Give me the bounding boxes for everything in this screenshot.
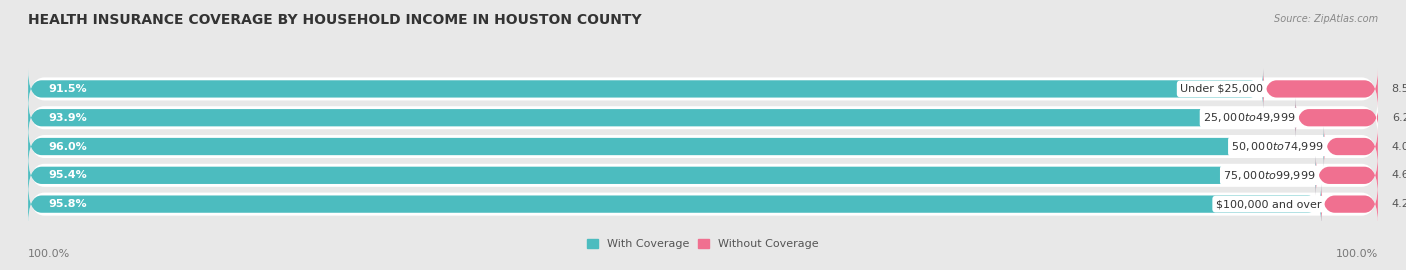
Text: 4.0%: 4.0% (1392, 141, 1406, 151)
FancyBboxPatch shape (1322, 184, 1378, 224)
FancyBboxPatch shape (28, 66, 1378, 112)
Text: Under $25,000: Under $25,000 (1180, 84, 1263, 94)
FancyBboxPatch shape (28, 184, 1322, 224)
FancyBboxPatch shape (28, 155, 1316, 195)
Legend: With Coverage, Without Coverage: With Coverage, Without Coverage (582, 235, 824, 254)
Text: 6.2%: 6.2% (1393, 113, 1406, 123)
Text: $75,000 to $99,999: $75,000 to $99,999 (1223, 169, 1316, 182)
FancyBboxPatch shape (28, 69, 1263, 109)
Text: $25,000 to $49,999: $25,000 to $49,999 (1204, 111, 1295, 124)
Text: 100.0%: 100.0% (28, 249, 70, 259)
Text: 95.4%: 95.4% (48, 170, 87, 180)
FancyBboxPatch shape (28, 152, 1378, 198)
FancyBboxPatch shape (1295, 97, 1379, 138)
FancyBboxPatch shape (1263, 69, 1378, 109)
Text: Source: ZipAtlas.com: Source: ZipAtlas.com (1274, 14, 1378, 23)
FancyBboxPatch shape (1316, 155, 1378, 195)
Text: 91.5%: 91.5% (48, 84, 87, 94)
Text: 100.0%: 100.0% (1336, 249, 1378, 259)
FancyBboxPatch shape (28, 126, 1324, 167)
Text: 4.6%: 4.6% (1392, 170, 1406, 180)
Text: HEALTH INSURANCE COVERAGE BY HOUSEHOLD INCOME IN HOUSTON COUNTY: HEALTH INSURANCE COVERAGE BY HOUSEHOLD I… (28, 14, 641, 28)
FancyBboxPatch shape (28, 123, 1378, 170)
Text: $50,000 to $74,999: $50,000 to $74,999 (1232, 140, 1324, 153)
Text: 96.0%: 96.0% (48, 141, 87, 151)
Text: 4.2%: 4.2% (1392, 199, 1406, 209)
Text: $100,000 and over: $100,000 and over (1216, 199, 1322, 209)
Text: 95.8%: 95.8% (48, 199, 87, 209)
Text: 8.5%: 8.5% (1392, 84, 1406, 94)
FancyBboxPatch shape (28, 97, 1295, 138)
Text: 93.9%: 93.9% (48, 113, 87, 123)
FancyBboxPatch shape (28, 181, 1378, 227)
FancyBboxPatch shape (1324, 126, 1378, 167)
FancyBboxPatch shape (28, 95, 1378, 141)
